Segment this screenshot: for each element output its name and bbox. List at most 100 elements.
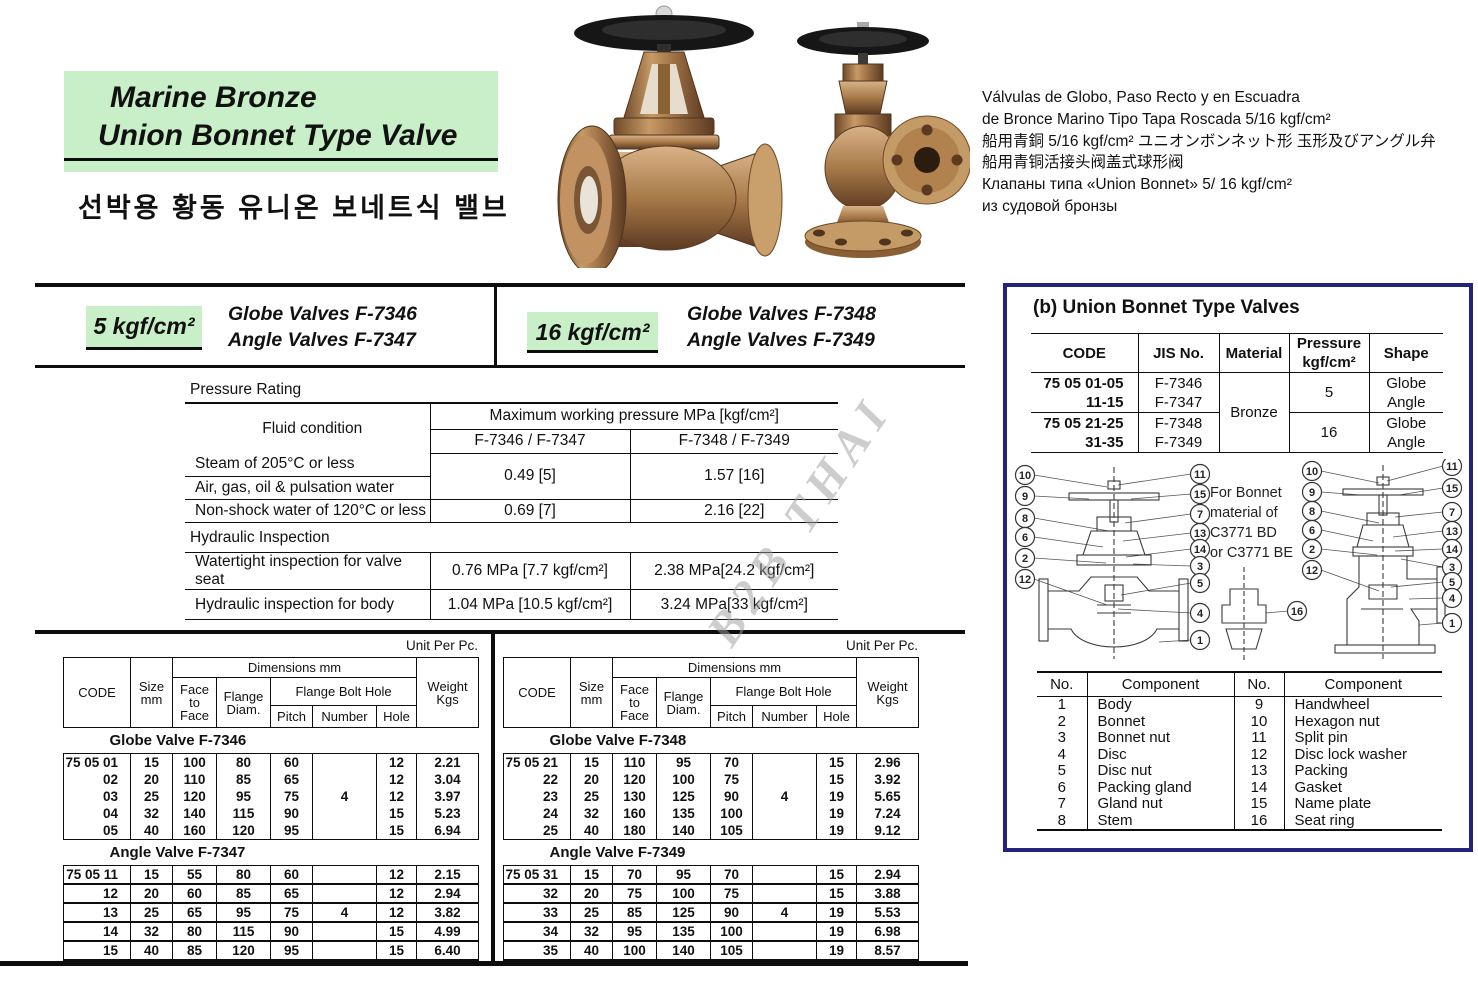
cell-flange: 120 <box>216 822 271 840</box>
cell-size: 15 <box>570 753 613 771</box>
cell-code: 04 <box>63 805 131 822</box>
cell-code: 33 <box>503 903 571 923</box>
cell-flange: 125 <box>656 903 711 923</box>
callout-number: 7 <box>1197 509 1203 521</box>
fluid-condition-header: Fluid condition <box>262 419 363 437</box>
cell-flange: 140 <box>656 941 711 961</box>
divider-line <box>494 283 497 368</box>
divider-line <box>0 961 968 966</box>
callout-number: 4 <box>1449 593 1456 605</box>
cell-size: 32 <box>130 805 173 822</box>
cell-hole: 12 <box>375 903 417 923</box>
cell-number <box>312 941 377 961</box>
col-header-hole: Hole <box>815 705 858 728</box>
cell-flange: 115 <box>216 805 271 822</box>
comp-header-component: Component <box>1086 672 1234 697</box>
cell-size: 25 <box>130 903 173 923</box>
globe-diagram-callouts: 10 9 8 6 2 12 11 15 7 13 14 3 5 4 1 <box>1014 463 1211 651</box>
cell-number: 4 <box>752 903 817 923</box>
cell-f2f: 110 <box>612 753 657 771</box>
cell-flange: 115 <box>216 922 271 942</box>
page-title: Marine Bronze <box>110 81 317 114</box>
cell-pitch: 75 <box>270 788 313 805</box>
divider-line <box>35 630 965 634</box>
components-rows: 1 Body 9 Handwheel 2 Bonnet 10 Hexagon n… <box>1037 696 1442 830</box>
max-pressure-header: Maximum working pressure MPa [kgf/cm²] <box>429 403 838 430</box>
cell-number <box>752 884 817 904</box>
cell-flange: 95 <box>216 788 271 805</box>
component-name: Body <box>1086 696 1234 714</box>
cell-code: 75 05 01 <box>63 753 131 771</box>
cell-f2f: 80 <box>172 922 217 942</box>
component-name: Stem <box>1086 812 1234 830</box>
cell-hole: 19 <box>815 941 857 961</box>
row-label-body: Hydraulic inspection for body <box>185 589 430 620</box>
callout-number: 13 <box>1446 526 1458 538</box>
divider-line <box>35 283 965 287</box>
value-watertight-2: 2.38 MPa[24.2 kgf/cm²] <box>629 552 838 590</box>
cell-size: 40 <box>130 822 173 840</box>
cell-pitch: 60 <box>270 865 313 885</box>
cell-size: 40 <box>570 941 613 961</box>
cell-weight: 9.12 <box>856 822 920 840</box>
cell-code: 14 <box>63 922 131 942</box>
col-header-dimensions: Dimensions mm <box>171 657 418 678</box>
cell-pitch: 75 <box>710 884 753 904</box>
spec-jis-1: F-7346 F-7347 <box>1137 372 1220 413</box>
callout-number: 14 <box>1194 544 1207 556</box>
cell-pitch: 70 <box>710 865 753 885</box>
callout-number: 9 <box>1309 487 1315 499</box>
cell-code: 75 05 11 <box>63 865 131 885</box>
component-name: Disc <box>1086 746 1234 763</box>
cell-hole: 12 <box>375 753 417 771</box>
cell-weight: 6.40 <box>416 941 480 961</box>
cell-pitch: 65 <box>270 884 313 904</box>
cell-weight: 3.82 <box>416 903 480 923</box>
title-block: Marine Bronze Union Bonnet Type Valve <box>64 71 498 172</box>
component-name: Bonnet <box>1086 713 1234 730</box>
comp-header-component: Component <box>1283 672 1442 697</box>
table-row: 22 20 120 100 75 15 3.92 <box>503 771 920 788</box>
cell-weight: 3.97 <box>416 788 480 805</box>
value-steam-air-1: 0.49 [5] <box>429 453 630 500</box>
cell-hole: 15 <box>815 753 857 771</box>
col-header-code: CODE <box>503 657 571 728</box>
component-row: 7 Gland nut 15 Name plate <box>1037 795 1442 813</box>
table-row: 05 40 160 120 95 15 6.94 <box>63 822 480 840</box>
cell-hole: 12 <box>375 788 417 805</box>
component-no: 8 <box>1057 811 1066 829</box>
angle-7347-rows: 75 05 11 15 55 80 60 12 2.15 12 20 60 85… <box>63 865 480 961</box>
intl-line-ja: 船用青銅 5/16 kgf/cm² ユニオンボンネット形 玉形及びアングル弁 <box>982 132 1436 150</box>
hydraulic-inspection-title: Hydraulic Inspection <box>190 529 330 546</box>
cell-flange: 85 <box>216 771 271 788</box>
component-name: Bonnet nut <box>1086 729 1234 747</box>
component-name: Name plate <box>1283 795 1442 813</box>
group-header-7348: F-7348 / F-7349 <box>629 429 838 454</box>
cell-code: 23 <box>503 788 571 805</box>
cell-hole: 15 <box>375 822 417 840</box>
cell-pitch: 90 <box>270 805 313 822</box>
intl-line-zh: 船用青铜活接头阀盖式球形阀 <box>982 154 1184 172</box>
component-name: Packing gland <box>1086 779 1234 796</box>
table-row: 02 20 110 85 65 12 3.04 <box>63 771 480 788</box>
pressure-rating-title: Pressure Rating <box>190 381 302 398</box>
cell-flange: 120 <box>216 941 271 961</box>
table-row: 34 32 95 135 100 19 6.98 <box>503 922 920 942</box>
col-header-dimensions: Dimensions mm <box>611 657 858 678</box>
table-row: 15 40 85 120 95 15 6.40 <box>63 941 480 961</box>
spec-pressure-2: 16 <box>1288 412 1370 453</box>
col-header-size: Size mm <box>570 657 613 728</box>
cell-size: 32 <box>570 922 613 942</box>
cell-number <box>752 771 817 788</box>
union-nut <box>613 117 715 136</box>
cell-weight: 3.88 <box>856 884 920 904</box>
cell-size: 40 <box>570 822 613 840</box>
cell-pitch: 75 <box>270 903 313 923</box>
cell-hole: 15 <box>815 771 857 788</box>
intl-line-ru2: из судовой бронзы <box>982 197 1118 215</box>
stem <box>858 53 868 65</box>
table-row: 25 40 180 140 105 19 9.12 <box>503 822 920 840</box>
cell-pitch: 95 <box>270 822 313 840</box>
pressure-badge-16: 16 kgf/cm² <box>527 312 658 350</box>
hex-nut <box>842 63 884 82</box>
